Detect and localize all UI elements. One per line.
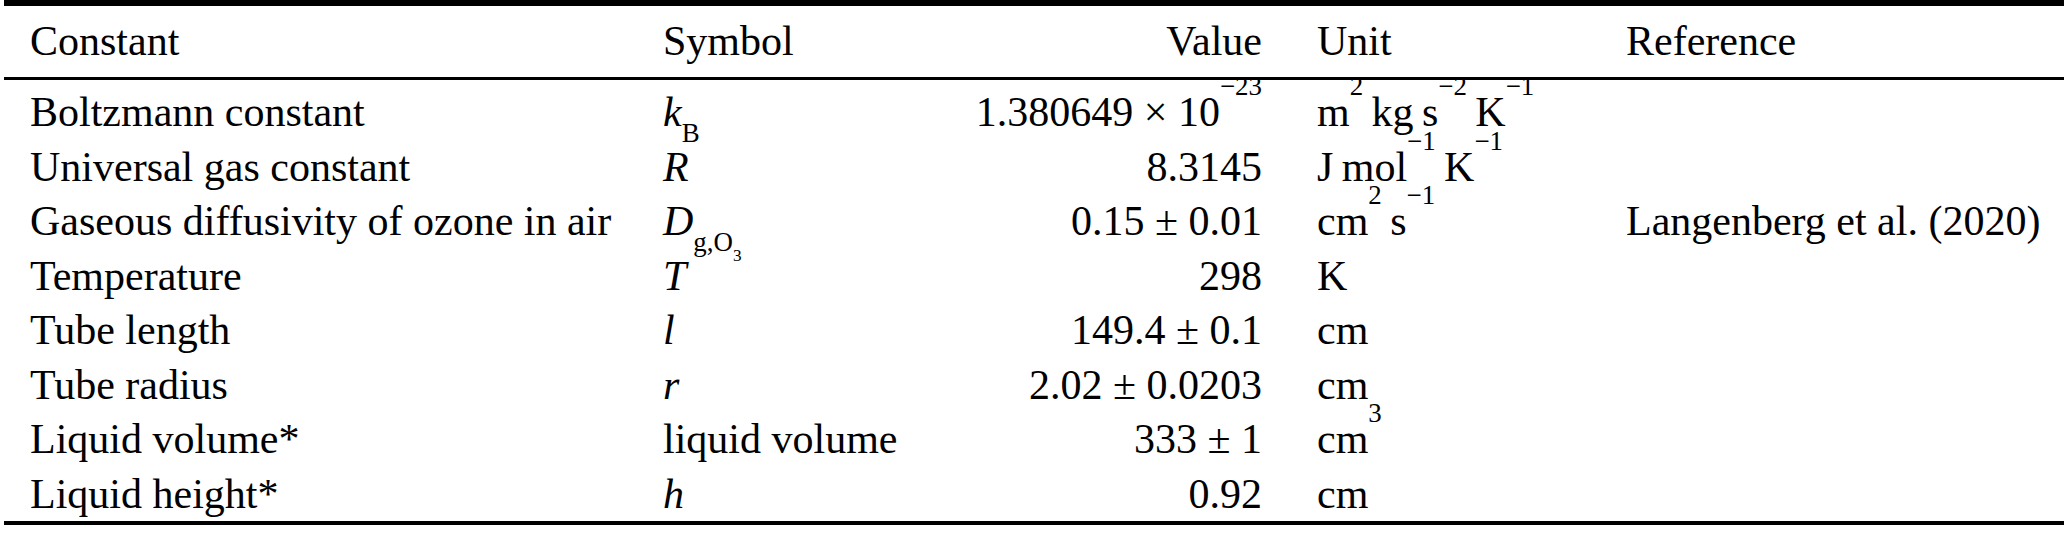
column-header-value: Value bbox=[963, 16, 1262, 77]
table-row: Tube radius r 2.02 ± 0.0203 cm bbox=[4, 358, 2064, 413]
cell-value: 298 bbox=[963, 249, 1262, 304]
cell-reference bbox=[1626, 467, 2064, 522]
cell-value: 0.92 bbox=[963, 467, 1262, 522]
cell-reference bbox=[1626, 412, 2064, 467]
table-body: Boltzmann constant kB 1.380649 × 10−23 m… bbox=[4, 80, 2064, 521]
table-row: Universal gas constant R 8.3145 J mol−1 … bbox=[4, 140, 2064, 195]
cell-constant: Universal gas constant bbox=[30, 140, 663, 195]
cell-unit: cm bbox=[1262, 303, 1626, 358]
cell-constant: Tube length bbox=[30, 303, 663, 358]
cell-symbol: kB bbox=[663, 85, 963, 140]
cell-symbol: r bbox=[663, 358, 963, 413]
table-header-row: Constant Symbol Value Unit Reference bbox=[4, 6, 2064, 77]
cell-unit: cm bbox=[1262, 358, 1626, 413]
table-row: Liquid volume* liquid volume 333 ± 1 cm3 bbox=[4, 412, 2064, 467]
cell-reference bbox=[1626, 303, 2064, 358]
table-row: Temperature T 298 K bbox=[4, 249, 2064, 304]
cell-unit: K bbox=[1262, 249, 1626, 304]
cell-constant: Liquid height* bbox=[30, 467, 663, 522]
cell-unit: J mol−1 K−1 bbox=[1262, 140, 1626, 195]
column-header-reference: Reference bbox=[1626, 16, 2064, 77]
table-row: Gaseous diffusivity of ozone in air Dg,O… bbox=[4, 194, 2064, 249]
constants-table: Constant Symbol Value Unit Reference Bol… bbox=[4, 0, 2064, 525]
cell-constant: Tube radius bbox=[30, 358, 663, 413]
cell-reference bbox=[1626, 249, 2064, 304]
cell-symbol: liquid volume bbox=[663, 412, 963, 467]
cell-symbol: l bbox=[663, 303, 963, 358]
cell-constant: Gaseous diffusivity of ozone in air bbox=[30, 194, 663, 249]
cell-unit: cm3 bbox=[1262, 412, 1626, 467]
cell-value: 2.02 ± 0.0203 bbox=[963, 358, 1262, 413]
cell-value: 333 ± 1 bbox=[963, 412, 1262, 467]
column-header-symbol: Symbol bbox=[663, 16, 963, 77]
cell-value: 1.380649 × 10−23 bbox=[963, 85, 1262, 140]
column-header-constant: Constant bbox=[30, 16, 663, 77]
cell-reference bbox=[1626, 358, 2064, 413]
cell-symbol: h bbox=[663, 467, 963, 522]
cell-value: 8.3145 bbox=[963, 140, 1262, 195]
table-bottom-rule bbox=[4, 521, 2064, 525]
cell-symbol: Dg,O3 bbox=[663, 194, 963, 249]
cell-unit: cm bbox=[1262, 467, 1626, 522]
cell-constant: Boltzmann constant bbox=[30, 85, 663, 140]
cell-value: 149.4 ± 0.1 bbox=[963, 303, 1262, 358]
table-row: Boltzmann constant kB 1.380649 × 10−23 m… bbox=[4, 85, 2064, 140]
table-row: Tube length l 149.4 ± 0.1 cm bbox=[4, 303, 2064, 358]
cell-constant: Liquid volume* bbox=[30, 412, 663, 467]
table-row: Liquid height* h 0.92 cm bbox=[4, 467, 2064, 522]
cell-reference-citation: Langenberg et al. (2020) bbox=[1626, 194, 2064, 249]
column-header-unit: Unit bbox=[1262, 16, 1626, 77]
paper-table-page: Constant Symbol Value Unit Reference Bol… bbox=[0, 0, 2067, 534]
cell-reference bbox=[1626, 85, 2064, 140]
cell-constant: Temperature bbox=[30, 249, 663, 304]
cell-unit: cm2 s−1 bbox=[1262, 194, 1626, 249]
cell-symbol: R bbox=[663, 140, 963, 195]
cell-reference bbox=[1626, 140, 2064, 195]
cell-unit: m2 kg s−2 K−1 bbox=[1262, 85, 1626, 140]
cell-value: 0.15 ± 0.01 bbox=[963, 194, 1262, 249]
